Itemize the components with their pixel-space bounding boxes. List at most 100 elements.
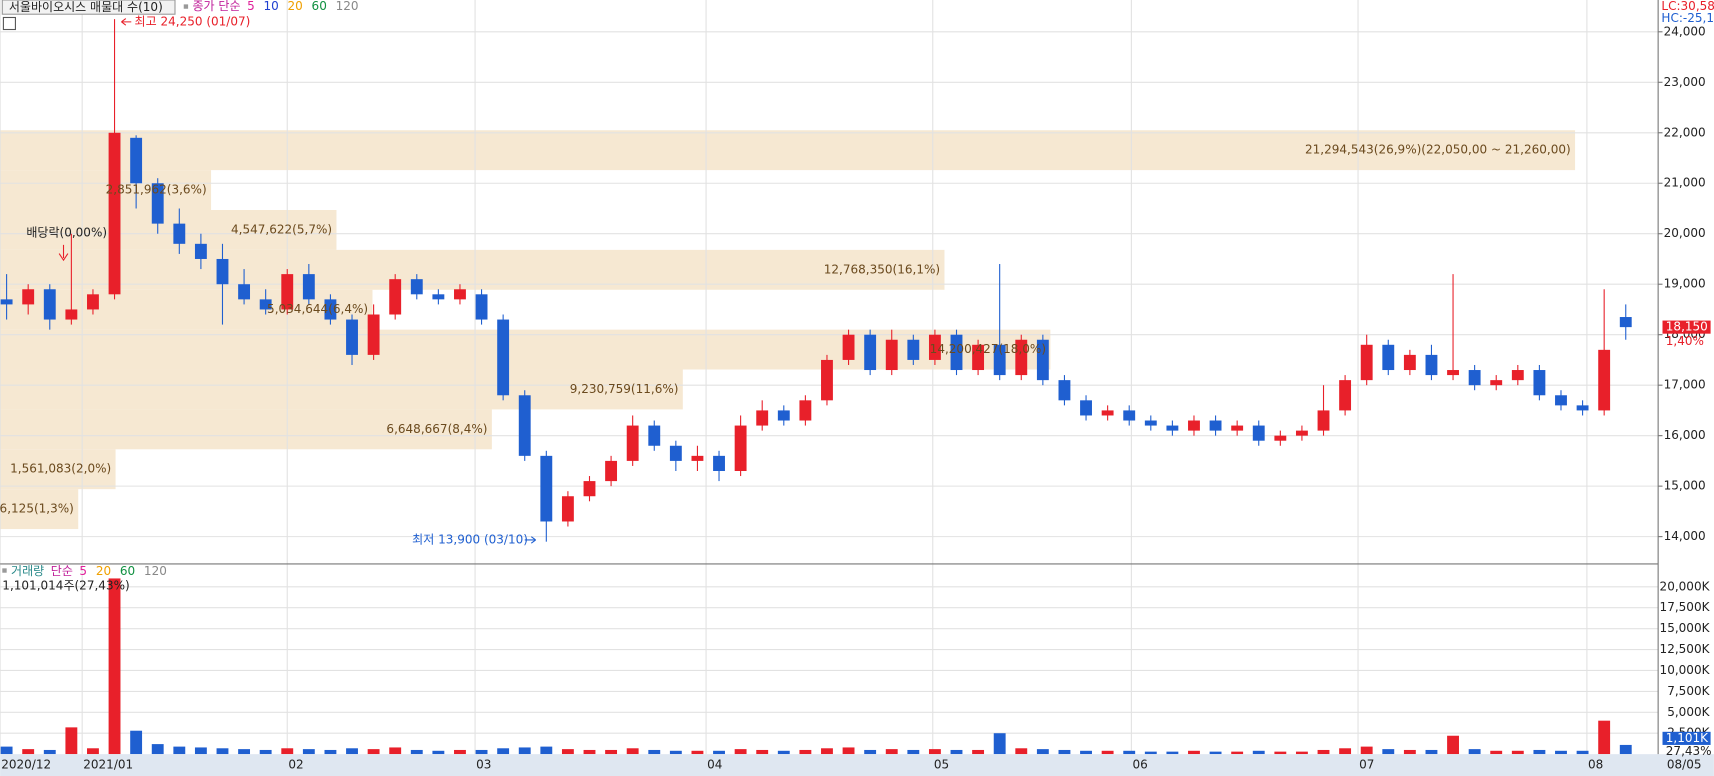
volume-bar: [151, 744, 164, 755]
current-change: 1,40%: [1666, 334, 1704, 348]
volume-tick-label: 20,000K: [1660, 579, 1711, 593]
candle-body: [497, 319, 510, 396]
y-tick-label: 21,000: [1664, 176, 1706, 190]
volume-bar: [691, 750, 704, 755]
volume-bar: [324, 749, 337, 755]
candle-body: [0, 299, 13, 305]
volume-bar: [1144, 751, 1157, 755]
volume-bar: [1209, 751, 1222, 755]
candle-body: [1295, 430, 1308, 436]
candle-body: [238, 284, 251, 300]
profile-band: [0, 369, 683, 410]
x-tick-label: 06: [1132, 758, 1147, 772]
candle-body: [216, 258, 229, 285]
volume-tick-label: 15,000K: [1660, 621, 1711, 635]
date-axis-bg: [0, 754, 1714, 776]
legend-label: 종가 단순: [192, 0, 240, 13]
y-tick-label: 20,000: [1664, 226, 1706, 240]
low-note: 최저 13,900 (03/10): [412, 532, 528, 546]
y-tick-label: 23,000: [1664, 75, 1706, 89]
high-note: 최고 24,250 (01/07): [135, 14, 251, 28]
candle-body: [626, 425, 639, 461]
legend-item: 5: [247, 0, 255, 13]
volume-bar: [389, 747, 402, 755]
candle-body: [1490, 380, 1503, 386]
candles: [0, 19, 1632, 542]
volume-bar: [1490, 750, 1503, 755]
candle-body: [432, 294, 445, 300]
candle-body: [777, 410, 790, 421]
candle-body: [22, 289, 35, 305]
volume-bar: [130, 730, 143, 755]
volume-bar: [1576, 750, 1589, 755]
volume-bar: [1101, 750, 1114, 755]
volume-bar: [432, 750, 445, 755]
volume-bar: [1036, 749, 1049, 755]
legend-item: 10: [263, 0, 278, 13]
volume-bar: [281, 748, 294, 755]
legend-label: 단순: [51, 564, 73, 578]
candle-body: [1209, 420, 1222, 431]
candle-body: [410, 279, 423, 295]
y-tick-label: 15,000: [1664, 479, 1706, 493]
volume-bar: [1080, 750, 1092, 755]
candle-body: [734, 425, 747, 471]
profile-label: 1,056,125(1,3%): [0, 502, 74, 516]
current-volume-ratio: 27,43%: [1666, 744, 1712, 758]
volume-bar: [1360, 746, 1373, 755]
profile-label: 21,294,543(26,9%)(22,050,00 ~ 21,260,00): [1305, 143, 1571, 157]
volume-bar: [1295, 751, 1308, 755]
volume-bar: [540, 746, 553, 755]
candle-body: [907, 339, 920, 360]
profile-label: 14,200,427(18,0%): [930, 342, 1046, 356]
candle-body: [821, 359, 833, 401]
volume-bar: [605, 749, 618, 755]
volume-bar: [669, 750, 682, 755]
candle-body: [194, 243, 207, 259]
volume-bar: [928, 749, 941, 755]
candle-body: [518, 395, 531, 456]
volume-bar: [65, 727, 78, 755]
candle-body: [454, 289, 466, 300]
low-arrow: [524, 536, 536, 544]
candle-body: [799, 400, 812, 421]
candle-body: [130, 137, 143, 184]
candle-body: [389, 279, 402, 315]
x-tick-label: 2020/12: [1, 758, 51, 772]
volume-bar: [1598, 720, 1611, 755]
volume-bar: [799, 749, 812, 755]
profile-label: 1,561,083(2,0%): [10, 462, 111, 476]
grid: [0, 0, 1659, 755]
candle-body: [259, 299, 272, 310]
legend-item: 120: [336, 0, 359, 13]
candle-body: [1101, 410, 1114, 416]
candle-body: [43, 289, 56, 320]
candle-body: [108, 132, 121, 295]
volume-bar: [216, 748, 229, 755]
y-tick-label: 22,000: [1664, 125, 1706, 139]
volume-bar: [907, 749, 920, 755]
volume-bar: [108, 578, 121, 755]
volume-bar: [1058, 749, 1071, 755]
current-price: 18,150: [1666, 320, 1708, 334]
legend-item: 20: [96, 564, 111, 578]
candle-body: [1403, 354, 1416, 371]
legend-item: 120: [144, 564, 167, 578]
volume-bar: [950, 749, 963, 755]
candle-body: [1144, 420, 1157, 426]
candle-body: [1619, 317, 1632, 328]
legend-item: 60: [120, 564, 135, 578]
candle-body: [842, 334, 855, 360]
volume-bar: [1317, 749, 1330, 755]
volume-bar: [1425, 749, 1438, 755]
volume-bar: [259, 749, 272, 755]
profile-label: 6,648,667(8,4%): [386, 422, 487, 436]
profile-band: [0, 249, 945, 290]
profile-band: [0, 210, 337, 250]
candle-body: [1274, 435, 1287, 441]
legend-item: 60: [312, 0, 327, 13]
y-tick-label: 19,000: [1664, 277, 1706, 291]
volume-tick-label: 5,000K: [1667, 705, 1710, 719]
candle-body: [1036, 339, 1049, 381]
volume-bar: [821, 748, 833, 755]
